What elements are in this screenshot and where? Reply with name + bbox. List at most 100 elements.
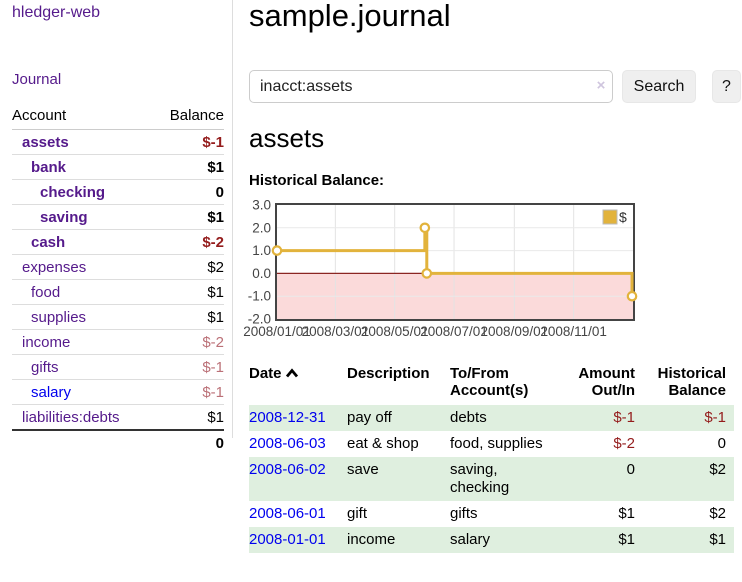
account-balance: $-1 [152,354,224,380]
transaction-date-link[interactable]: 2008-01-01 [249,531,326,548]
account-link[interactable]: bank [31,159,67,176]
account-link[interactable]: income [22,334,71,351]
account-balance: $-1 [152,379,224,405]
account-link[interactable]: checking [40,184,106,201]
clear-search-icon[interactable]: × [596,77,606,94]
register-header-date[interactable]: Date [249,362,347,405]
account-row: salary $-1 [12,379,224,405]
y-axis-tick-label: -1.0 [248,289,271,304]
transaction-balance: $2 [709,461,726,478]
data-point [421,268,433,279]
register-row: 2008-01-01 income salary $1 $1 [249,527,734,553]
account-row: bank $1 [12,154,224,180]
account-link[interactable]: supplies [31,309,87,326]
account-balance: $1 [152,204,224,230]
accounts-header-account: Account [12,105,153,130]
y-axis-tick-label: 3.0 [252,198,271,213]
transaction-description: pay off [347,409,392,426]
transaction-accounts: gifts [450,505,478,522]
transaction-date-link[interactable]: 2008-12-31 [249,409,326,426]
account-heading: assets [249,123,325,153]
transaction-description: eat & shop [347,435,419,452]
account-link[interactable]: gifts [31,359,59,376]
transaction-accounts: debts [450,409,487,426]
account-row: saving $1 [12,204,224,230]
y-axis-tick-label: 2.0 [252,220,271,235]
register-header-row: Date Description To/From Account(s) Amou… [249,362,734,405]
account-link[interactable]: cash [31,234,66,251]
account-link[interactable]: salary [31,384,72,401]
account-balance: $1 [152,304,224,330]
search-button[interactable]: Search [622,70,696,103]
transaction-amount: $1 [618,531,635,548]
data-point [271,245,283,256]
account-balance: $1 [152,404,224,430]
transaction-description: gift [347,505,368,522]
sort-ascending-icon [285,368,298,378]
accounts-total-row: 0 [12,429,224,455]
transaction-accounts: food, supplies [450,435,543,452]
account-balance: 0 [152,179,224,205]
account-row: liabilities:debts $1 [12,404,224,430]
x-axis-tick-label: 2008/03/01 [302,324,370,339]
accounts-body: assets $-1 bank $1 checking 0 saving $1 … [12,130,224,455]
x-axis-tick-label: 2008/07/01 [420,324,488,339]
register-row: 2008-06-02 save saving, checking 0 $2 [249,457,734,501]
transaction-description: income [347,531,396,548]
transaction-date-link[interactable]: 2008-06-01 [249,505,326,522]
register-table: Date Description To/From Account(s) Amou… [249,362,734,553]
account-row: expenses $2 [12,254,224,280]
search-form: × Search ? [249,70,741,103]
data-point [626,290,638,302]
accounts-header-row: Account Balance [12,105,224,130]
accounts-table: Account Balance assets $-1 bank $1 check… [12,105,224,455]
transaction-accounts: saving, checking [450,461,510,496]
account-balance: $-1 [202,134,224,151]
x-axis-tick-label: 2008/11/01 [540,324,607,339]
account-link[interactable]: saving [40,209,88,226]
y-axis-tick-label: 1.0 [252,243,271,258]
transaction-amount: $1 [618,505,635,522]
x-axis-tick-label: 2008/09/01 [481,324,549,339]
legend-swatch [602,209,618,225]
register-header-accounts: To/From Account(s) [450,365,529,399]
account-balance: $1 [152,154,224,180]
account-row: gifts $-1 [12,354,224,380]
y-axis-tick-label: -2.0 [248,312,271,327]
account-link[interactable]: food [31,284,61,301]
plot-border [275,203,635,321]
register-header-description: Description [347,365,430,382]
transaction-date-link[interactable]: 2008-06-03 [249,435,326,452]
transaction-date-link[interactable]: 2008-06-02 [249,461,326,478]
app-title-link[interactable]: hledger-web [12,4,101,21]
accounts-header-balance: Balance [152,105,224,130]
transaction-amount: 0 [626,461,635,478]
account-row: cash $-2 [12,229,224,255]
account-balance: $-2 [152,229,224,255]
search-input[interactable] [249,70,613,103]
account-link[interactable]: liabilities:debts [22,409,120,426]
account-row: food $1 [12,279,224,305]
chart-title: Historical Balance: [249,172,385,189]
sidebar-item-journal[interactable]: Journal [12,71,62,88]
register-body: 2008-12-31 pay off debts $-1 $-1 2008-06… [249,405,734,553]
transaction-balance: $1 [709,531,726,548]
page-title: sample.journal [249,0,451,33]
transaction-balance: $2 [709,505,726,522]
transaction-accounts: salary [450,531,491,548]
x-axis-tick-label: 2008/01/01 [243,324,311,339]
sidebar: hledger-web Journal Account Balance asse… [0,0,233,455]
register-header-amount: Amount Out/In [578,365,635,399]
transaction-amount: $-1 [613,409,635,426]
account-link[interactable]: expenses [22,259,87,276]
account-link[interactable]: assets [22,134,69,151]
help-button[interactable]: ? [712,70,741,103]
transaction-balance: 0 [717,435,726,452]
historical-balance-chart: $3.0 2.0 1.0 0.0 -1.0 -2.0 2008/01/01 2008/03/0… [243,198,734,348]
account-row: supplies $1 [12,304,224,330]
account-row: assets $-1 [12,130,224,155]
register-header-balance: Historical Balance [657,365,726,399]
account-row: checking 0 [12,179,224,205]
register-row: 2008-12-31 pay off debts $-1 $-1 [249,405,734,431]
transaction-balance: $-1 [704,409,726,426]
